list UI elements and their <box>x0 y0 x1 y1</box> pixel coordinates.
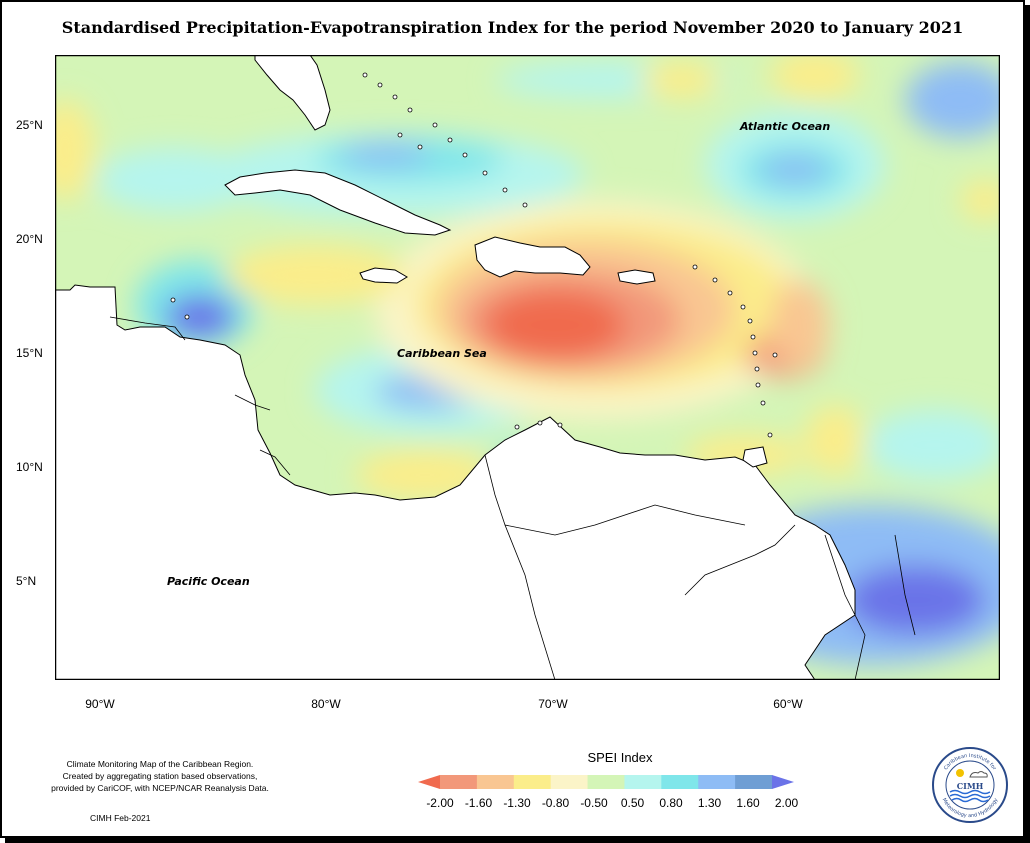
y-tick-25n: 25°N <box>16 118 43 132</box>
footnote-line-1: Climate Monitoring Map of the Caribbean … <box>66 759 254 769</box>
spei-map: Atlantic Ocean Caribbean Sea Pacific Oce… <box>55 55 1000 680</box>
waves-icon <box>949 789 991 803</box>
legend-swatch <box>550 775 589 789</box>
legend-label: 2.00 <box>774 796 799 810</box>
frame-shadow-bottom <box>5 838 1030 843</box>
logo-text: CIMH <box>957 781 984 791</box>
map-credit: CIMH Feb-2021 <box>90 813 151 823</box>
frame-shadow-right <box>1025 5 1030 843</box>
x-tick-80w: 80°W <box>311 697 341 711</box>
y-tick-10n: 10°N <box>16 460 43 474</box>
legend-swatch-high <box>772 775 794 789</box>
land-masses <box>55 55 856 680</box>
caribbean-sea-label: Caribbean Sea <box>397 347 487 360</box>
x-tick-70w: 70°W <box>538 697 568 711</box>
legend-swatch-low <box>418 775 440 789</box>
legend-labels: -2.00 -1.60 -1.30 -0.80 -0.50 0.50 0.80 1.30 1.6… <box>425 796 798 812</box>
legend-swatch <box>440 775 478 789</box>
y-tick-20n: 20°N <box>16 232 43 246</box>
trinidad-island <box>742 446 768 468</box>
footnote-line-2: Created by aggregating station based obs… <box>62 771 258 781</box>
legend-swatch <box>735 775 773 789</box>
legend-label: 0.80 <box>659 796 683 810</box>
legend-label: 0.50 <box>620 796 645 810</box>
florida-peninsula <box>254 55 331 131</box>
pacific-ocean-label: Pacific Ocean <box>167 575 250 588</box>
legend-swatch <box>587 775 625 789</box>
legend-swatch <box>513 775 552 789</box>
legend-label: -2.00 <box>426 796 454 810</box>
sun-icon <box>956 769 964 777</box>
x-tick-60w: 60°W <box>773 697 803 711</box>
hispaniola-island <box>474 236 591 278</box>
legend-swatch <box>661 775 699 789</box>
legend-label: 1.30 <box>697 796 722 810</box>
y-tick-5n: 5°N <box>16 574 37 588</box>
legend-label: -0.50 <box>580 796 608 810</box>
legend-label: -1.30 <box>503 796 531 810</box>
legend-label: -0.80 <box>541 796 570 810</box>
map-title: Standardised Precipitation-Evapotranspir… <box>61 18 964 37</box>
footnote: Climate Monitoring Map of the Caribbean … <box>30 758 290 794</box>
x-tick-90w: 90°W <box>85 697 115 711</box>
legend-label: -1.60 <box>464 796 493 810</box>
cimh-logo: CIMH Caribbean Institute for Meteorology… <box>932 747 1008 823</box>
legend-swatch <box>476 775 515 789</box>
atlantic-ocean-label: Atlantic Ocean <box>739 120 830 133</box>
small-islands <box>170 72 778 438</box>
legend-swatch <box>698 775 736 789</box>
legend-title: SPEI Index <box>587 750 653 765</box>
cuba-island <box>224 169 452 236</box>
legend-label: 1.60 <box>736 796 760 810</box>
central-america-land <box>55 284 856 680</box>
y-tick-15n: 15°N <box>16 346 43 360</box>
jamaica-island <box>359 267 408 284</box>
legend-swatch <box>624 775 662 789</box>
border-lines <box>109 316 916 680</box>
puerto-rico-island <box>617 269 656 285</box>
footnote-line-3: provided by CariCOF, with NCEP/NCAR Rean… <box>51 783 269 793</box>
legend-colorbar <box>418 775 794 789</box>
cloud-icon <box>969 771 988 778</box>
